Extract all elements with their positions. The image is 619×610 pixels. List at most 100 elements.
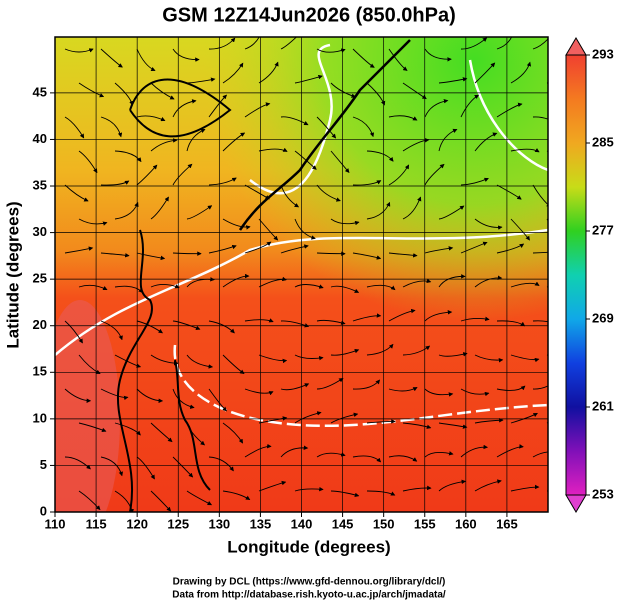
streamline	[316, 319, 346, 325]
streamline	[438, 205, 465, 220]
streamline	[438, 422, 468, 429]
colorbar-ticks: 293 285 277 269 261 253	[586, 46, 614, 501]
streamline	[222, 218, 251, 230]
streamline	[532, 320, 548, 323]
streamline	[208, 320, 235, 334]
streamline	[294, 486, 324, 492]
streamline	[316, 48, 346, 53]
x-tick-label: 135	[250, 516, 272, 531]
streamline	[316, 184, 341, 202]
x-tick-label: 140	[291, 516, 313, 531]
streamline	[244, 388, 274, 396]
streamline	[172, 456, 194, 478]
streamline	[136, 48, 156, 72]
streamline	[280, 244, 309, 254]
streamline	[172, 163, 193, 186]
streamline	[496, 320, 526, 327]
streamline	[352, 455, 382, 463]
y-tick-label: 30	[33, 224, 47, 239]
streamline	[388, 164, 410, 186]
streamline	[280, 445, 309, 458]
streamline	[186, 354, 214, 369]
streamline	[532, 385, 548, 390]
streamline	[366, 201, 391, 220]
streamline	[438, 479, 467, 492]
x-tick-label: 120	[126, 516, 148, 531]
streamline	[510, 61, 532, 84]
streamline	[460, 177, 489, 186]
streamline	[330, 218, 360, 226]
streamline	[474, 218, 503, 230]
streamline	[244, 318, 274, 323]
streamline	[186, 128, 206, 152]
streamline	[460, 241, 488, 254]
streamline	[172, 48, 200, 62]
x-tick-label: 145	[332, 516, 354, 531]
streamline	[532, 116, 548, 120]
streamline	[114, 82, 134, 106]
streamline	[496, 184, 522, 200]
streamline	[474, 354, 504, 363]
streamline	[496, 444, 524, 458]
streamline	[100, 116, 123, 138]
streamline	[424, 98, 449, 118]
streamline	[222, 132, 246, 152]
streamline	[100, 48, 123, 68]
streamline	[546, 218, 548, 222]
coastline	[238, 39, 411, 231]
streamline	[388, 387, 418, 392]
streamline	[532, 451, 548, 458]
credit: Drawing by DCL (https://www.gfd-dennou.o…	[173, 577, 446, 588]
streamline	[474, 132, 498, 152]
streamline	[532, 184, 548, 208]
coastline	[129, 78, 232, 138]
streamline	[222, 422, 244, 444]
streamline	[532, 251, 548, 254]
streamline	[172, 99, 197, 118]
streamline	[460, 444, 489, 458]
streamline	[366, 150, 394, 162]
streamline	[294, 218, 316, 240]
colorbar-tick-label: 285	[592, 134, 614, 149]
streamline	[136, 115, 166, 122]
streamline	[114, 285, 143, 294]
streamline	[388, 455, 418, 462]
streamline	[222, 62, 244, 84]
streamline	[172, 251, 202, 256]
streamline	[150, 196, 169, 220]
streamline	[114, 150, 142, 163]
x-tick-label: 165	[496, 516, 518, 531]
x-axis-label: Longitude (degrees)	[227, 537, 390, 556]
colorbar	[565, 54, 587, 496]
streamline	[510, 354, 540, 363]
colorbar-tick-label: 277	[592, 222, 614, 237]
credit: Data from http://database.rish.kyoto-u.a…	[172, 590, 446, 601]
streamline	[186, 422, 206, 446]
y-tick-label: 45	[33, 84, 47, 99]
streamline	[150, 422, 173, 443]
streamline	[294, 150, 317, 170]
streamline	[258, 276, 287, 288]
streamline	[402, 196, 422, 220]
streamline	[352, 252, 382, 260]
streamline	[258, 147, 288, 152]
streamline	[78, 82, 105, 98]
streamline	[546, 150, 548, 153]
streamline	[150, 82, 175, 100]
contour	[468, 59, 548, 172]
streamline	[280, 116, 309, 126]
y-tick-label: 15	[33, 364, 47, 379]
streamline	[352, 48, 375, 68]
streamline	[280, 383, 310, 391]
streamline	[316, 116, 337, 139]
streamline	[100, 388, 129, 401]
streamline	[280, 184, 300, 208]
streamline	[208, 244, 237, 254]
contour	[173, 344, 548, 428]
streamline	[496, 385, 526, 391]
streamline	[424, 388, 454, 397]
streamline	[388, 252, 418, 258]
streamline	[460, 388, 490, 397]
streamline	[532, 38, 548, 50]
streamline	[496, 243, 525, 254]
